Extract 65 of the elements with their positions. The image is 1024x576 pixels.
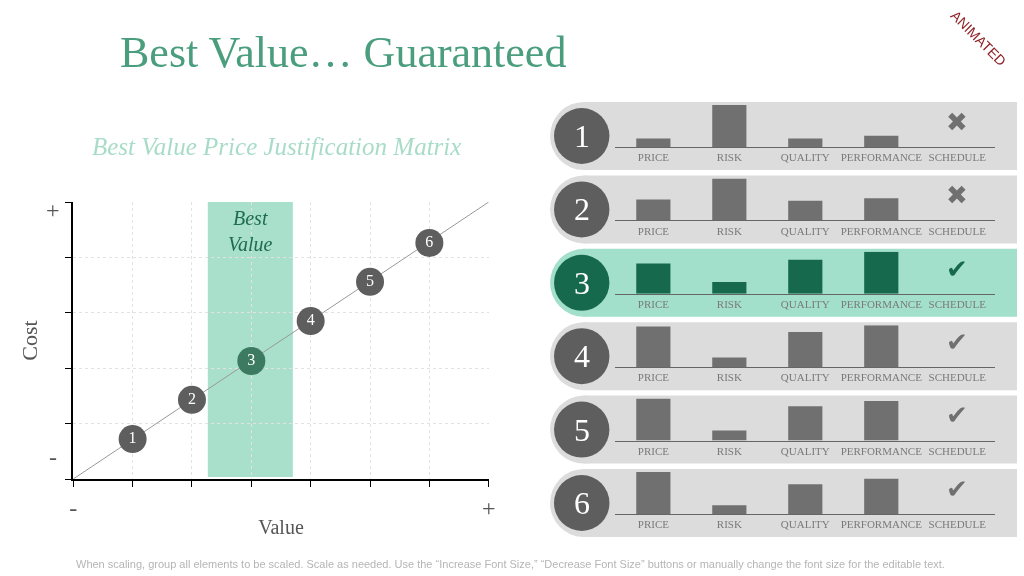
series-label: 2 [187, 389, 196, 407]
annotation: ✔ [946, 254, 968, 284]
x-tick-label: SCHEDULE [928, 298, 987, 310]
point [177, 385, 206, 414]
x-tick-label: PERFORMANCE [840, 518, 923, 531]
bar [712, 282, 747, 294]
chart-title: 5 [574, 412, 590, 448]
x-tick-label: RISK [716, 298, 742, 310]
chart-title: 3 [574, 265, 590, 301]
x-tick-label: RISK [716, 371, 742, 384]
x-tick-label: RISK [716, 151, 742, 164]
point [415, 229, 444, 257]
x-tick-label: PERFORMANCE [840, 224, 923, 237]
x-tick-label: + [481, 494, 496, 521]
chart-title: 4 [574, 338, 590, 374]
x-axis-title: Value [258, 515, 304, 538]
x-tick-label: RISK [716, 224, 742, 237]
series-label: 6 [425, 233, 434, 250]
annotation: ✔ [946, 400, 968, 430]
x-tick-label: PERFORMANCE [840, 151, 923, 164]
text: When scaling, group all elements to be scaled. Scale as needed. Use the “Increase Font Size,” “Decrease Font Size” buttons or manually change the font size for the editable text. [76, 558, 945, 570]
x-tick-label: PRICE [637, 444, 670, 457]
x-tick-label: PRICE [637, 371, 670, 384]
chart-title: 2 [574, 191, 590, 227]
chart-subtitle: Best Value Price Justification Matrix [92, 133, 462, 160]
series-label: 1 [128, 429, 137, 447]
x-tick-label: PRICE [637, 224, 670, 237]
x-tick-label: PRICE [637, 298, 670, 310]
x-tick-label: QUALITY [780, 151, 830, 164]
chart-title: 6 [574, 485, 590, 521]
annotation: ✖ [946, 180, 968, 210]
bar [636, 263, 671, 294]
annotation: ✔ [946, 327, 968, 357]
chart-title: Best Value… Guaranteed [120, 28, 567, 77]
x-tick-label: PRICE [637, 518, 670, 531]
x-tick-label: PERFORMANCE [840, 298, 923, 310]
x-tick-label: QUALITY [780, 444, 830, 457]
x-tick-label: PERFORMANCE [840, 371, 923, 384]
x-tick-label: SCHEDULE [928, 224, 987, 237]
x-tick-label: - [69, 494, 78, 521]
x-tick-label: SCHEDULE [928, 444, 987, 457]
point [118, 425, 147, 454]
bar [864, 251, 899, 294]
x-tick-label: SCHEDULE [928, 518, 987, 531]
series-label: 4 [306, 311, 315, 329]
x-tick-label: PRICE [637, 151, 670, 164]
series-label: 5 [366, 271, 375, 289]
point [237, 347, 266, 375]
x-tick-label: SCHEDULE [928, 151, 987, 164]
x-tick-label: RISK [716, 444, 742, 457]
series-label: 3 [247, 351, 256, 368]
annotation: ✖ [946, 107, 968, 137]
x-tick-label: SCHEDULE [928, 371, 987, 384]
annotation: Best Value [228, 207, 273, 255]
annotation: ✔ [946, 474, 968, 504]
y-axis-title: Cost [16, 320, 42, 361]
x-tick-label: RISK [716, 518, 742, 531]
x-tick-label: QUALITY [780, 224, 830, 237]
x-tick-label: QUALITY [780, 371, 830, 384]
x-tick-label: QUALITY [780, 298, 830, 310]
x-tick-label: QUALITY [780, 518, 830, 531]
x-tick-label: PERFORMANCE [840, 444, 923, 457]
bar [788, 259, 823, 294]
point [356, 267, 385, 296]
chart-title: 1 [574, 118, 590, 154]
